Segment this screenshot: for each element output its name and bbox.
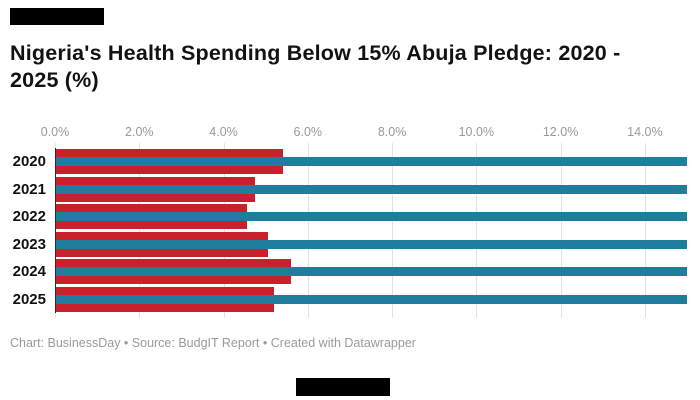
spending-bar	[55, 221, 247, 229]
redaction-block-bottom	[296, 378, 390, 396]
pledge-bar	[55, 239, 687, 249]
x-tick-label: 10.0%	[458, 125, 495, 139]
gridline	[307, 143, 309, 318]
x-tick-label: 4.0%	[209, 125, 238, 139]
pledge-bar	[55, 184, 687, 194]
spending-bar	[55, 149, 283, 157]
year-label: 2021	[12, 180, 46, 198]
year-label: 2025	[12, 290, 46, 308]
redaction-block-top	[10, 8, 104, 25]
spending-bar	[55, 176, 256, 185]
spending-bar	[55, 286, 275, 295]
gridline	[560, 143, 562, 318]
x-tick-label: 8.0%	[377, 125, 407, 139]
year-label: 2024	[12, 263, 46, 280]
x-tick-label: 6.0%	[293, 125, 323, 139]
x-tick-label: 14.0%	[627, 125, 663, 139]
spending-bar	[55, 303, 275, 312]
year-label: 2023	[12, 235, 46, 253]
pledge-bar	[55, 267, 687, 276]
gridline	[223, 143, 225, 318]
x-tick-label: 12.0%	[542, 125, 579, 139]
x-tick-label: 0.0%	[40, 125, 70, 139]
plot-area: 2020 2021 2022 2023 2024 2025	[0, 141, 700, 321]
gridline	[644, 143, 646, 318]
spending-bar	[55, 231, 268, 240]
pledge-bar	[55, 157, 687, 166]
zero-axis-line	[55, 148, 56, 313]
gridline	[392, 143, 394, 318]
spending-bar	[55, 204, 247, 212]
chart-title: Nigeria's Health Spending Below 15% Abuj…	[10, 41, 621, 92]
gridline	[139, 143, 141, 318]
spending-bar	[55, 193, 256, 202]
year-label: 2022	[12, 208, 46, 225]
spending-bar	[55, 259, 291, 267]
pledge-bar	[55, 212, 687, 221]
gridline	[476, 143, 478, 318]
spending-bar	[55, 166, 283, 174]
x-axis: 0.0% 2.0% 4.0% 6.0% 8.0% 10.0% 12.0% 14.0%	[0, 125, 700, 141]
spending-bar	[55, 248, 268, 257]
year-label: 2020	[12, 153, 46, 170]
spending-bar	[55, 276, 291, 284]
x-tick-label: 2.0%	[125, 125, 154, 139]
pledge-bar	[55, 294, 687, 304]
chart-footer: Chart: BusinessDay • Source: BudgIT Repo…	[10, 336, 416, 350]
